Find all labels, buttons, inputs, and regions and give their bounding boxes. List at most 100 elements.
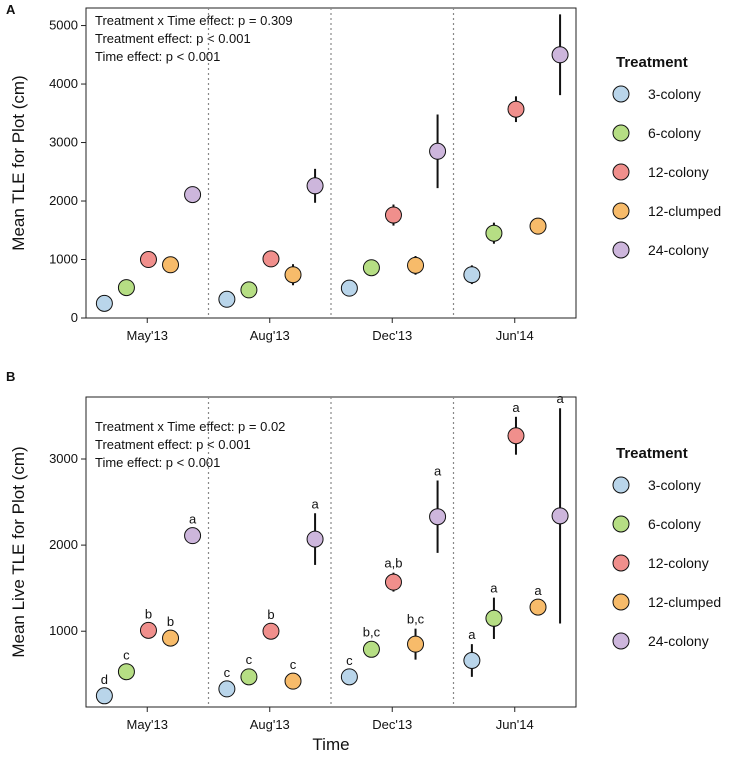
data-point xyxy=(463,652,481,669)
data-point xyxy=(429,508,447,526)
y-tick-label: 3000 xyxy=(49,451,78,466)
legend-swatch xyxy=(612,163,630,181)
significance-label: b xyxy=(267,607,274,622)
data-point xyxy=(240,281,258,299)
data-point xyxy=(429,142,447,160)
annotation-a-1: Treatment x Time effect: p = 0.309 xyxy=(95,13,293,28)
x-ticks-b: May'13 Aug'13 Dec'13 Jun'14 xyxy=(126,707,534,732)
data-point xyxy=(529,217,547,235)
legend-label: 3-colony xyxy=(648,86,701,102)
legend-label: 24-colony xyxy=(648,633,709,649)
y-tick-label: 1000 xyxy=(49,252,78,267)
data-point xyxy=(218,290,236,308)
significance-label: c xyxy=(346,653,353,668)
significance-label: a xyxy=(311,496,319,511)
y-tick-label: 4000 xyxy=(49,76,78,91)
legend-label: 12-clumped xyxy=(648,594,721,610)
data-point xyxy=(162,256,180,274)
significance-label: c xyxy=(224,665,231,680)
y-axis-title-b: Mean Live TLE for Plot (cm) xyxy=(9,446,28,657)
x-ticks-a: May'13 Aug'13 Dec'13 Jun'14 xyxy=(126,318,534,343)
data-point xyxy=(384,206,402,224)
legend-swatch xyxy=(612,85,630,103)
panel-label-b: B xyxy=(6,369,15,384)
data-point xyxy=(240,668,258,686)
data-point xyxy=(306,177,324,195)
legend-label: 12-colony xyxy=(648,555,709,571)
y-tick-label: 2000 xyxy=(49,193,78,208)
x-tick-label: Aug'13 xyxy=(250,328,290,343)
legend-swatch xyxy=(612,476,630,494)
x-tick-label: Dec'13 xyxy=(372,328,412,343)
dividers-b xyxy=(207,397,455,707)
data-point xyxy=(262,622,280,640)
data-point xyxy=(340,668,358,686)
legend-swatch xyxy=(612,554,630,572)
annotation-a-2: Treatment effect: p < 0.001 xyxy=(95,31,251,46)
data-point xyxy=(184,186,202,204)
legend-swatch xyxy=(612,593,630,611)
y-ticks-a: 0 1000 2000 3000 4000 5000 xyxy=(49,18,86,325)
data-point xyxy=(262,250,280,268)
x-tick-label: Jun'14 xyxy=(496,328,534,343)
significance-label: a xyxy=(512,400,520,415)
data-point xyxy=(340,279,358,297)
significance-label: c xyxy=(290,657,297,672)
data-point xyxy=(407,635,425,653)
legend-title: Treatment xyxy=(616,54,688,71)
legend-swatch xyxy=(612,515,630,533)
x-tick-label: Aug'13 xyxy=(250,717,290,732)
legend-swatch xyxy=(612,202,630,220)
legend-label: 12-clumped xyxy=(648,203,721,219)
significance-label: d xyxy=(101,672,108,687)
x-tick-label: May'13 xyxy=(126,717,168,732)
data-point xyxy=(551,46,569,64)
panel-b: B Mean Live TLE for Plot (cm) Treatment … xyxy=(6,369,577,732)
annotation-b-2: Treatment effect: p < 0.001 xyxy=(95,437,251,452)
significance-label: a xyxy=(556,391,564,406)
legend-b: Treatment 3-colony 6-colony 12-colony 12-clu… xyxy=(612,445,721,650)
y-ticks-b: 1000 2000 3000 xyxy=(49,451,86,638)
significance-label: b,c xyxy=(407,612,425,627)
legend-label: 6-colony xyxy=(648,516,701,532)
data-point xyxy=(485,609,503,627)
data-point xyxy=(507,427,525,445)
dividers-a xyxy=(207,8,455,318)
y-axis-title-a: Mean TLE for Plot (cm) xyxy=(9,75,28,250)
legend-swatch xyxy=(612,632,630,650)
annotation-b-3: Time effect: p < 0.001 xyxy=(95,455,220,470)
annotation-a-3: Time effect: p < 0.001 xyxy=(95,49,220,64)
y-tick-label: 0 xyxy=(71,310,78,325)
data-point xyxy=(507,100,525,118)
data-point xyxy=(139,621,157,639)
data-point xyxy=(95,294,113,312)
legend-label: 24-colony xyxy=(648,242,709,258)
y-tick-label: 2000 xyxy=(49,537,78,552)
data-point xyxy=(117,663,135,681)
data-point xyxy=(384,573,402,591)
annotation-b-1: Treatment x Time effect: p = 0.02 xyxy=(95,419,285,434)
significance-label: a xyxy=(468,627,476,642)
legend-label: 6-colony xyxy=(648,125,701,141)
data-point xyxy=(362,259,380,277)
y-tick-label: 3000 xyxy=(49,135,78,150)
legend-label: 3-colony xyxy=(648,477,701,493)
data-point xyxy=(529,598,547,616)
significance-label: a,b xyxy=(384,556,402,571)
significance-label: b,c xyxy=(363,625,381,640)
significance-label: b xyxy=(167,614,174,629)
legend-label: 12-colony xyxy=(648,164,709,180)
data-point xyxy=(284,266,302,284)
data-point xyxy=(362,640,380,658)
data-point xyxy=(117,279,135,297)
legend-swatch xyxy=(612,124,630,142)
data-point xyxy=(306,530,324,548)
x-tick-label: May'13 xyxy=(126,328,168,343)
panel-a: A Mean TLE for Plot (cm) Treatment x Tim… xyxy=(6,2,577,343)
data-point xyxy=(551,507,569,525)
y-tick-label: 5000 xyxy=(49,18,78,33)
data-point xyxy=(485,224,503,242)
significance-label: a xyxy=(534,583,542,598)
data-point xyxy=(139,251,157,269)
